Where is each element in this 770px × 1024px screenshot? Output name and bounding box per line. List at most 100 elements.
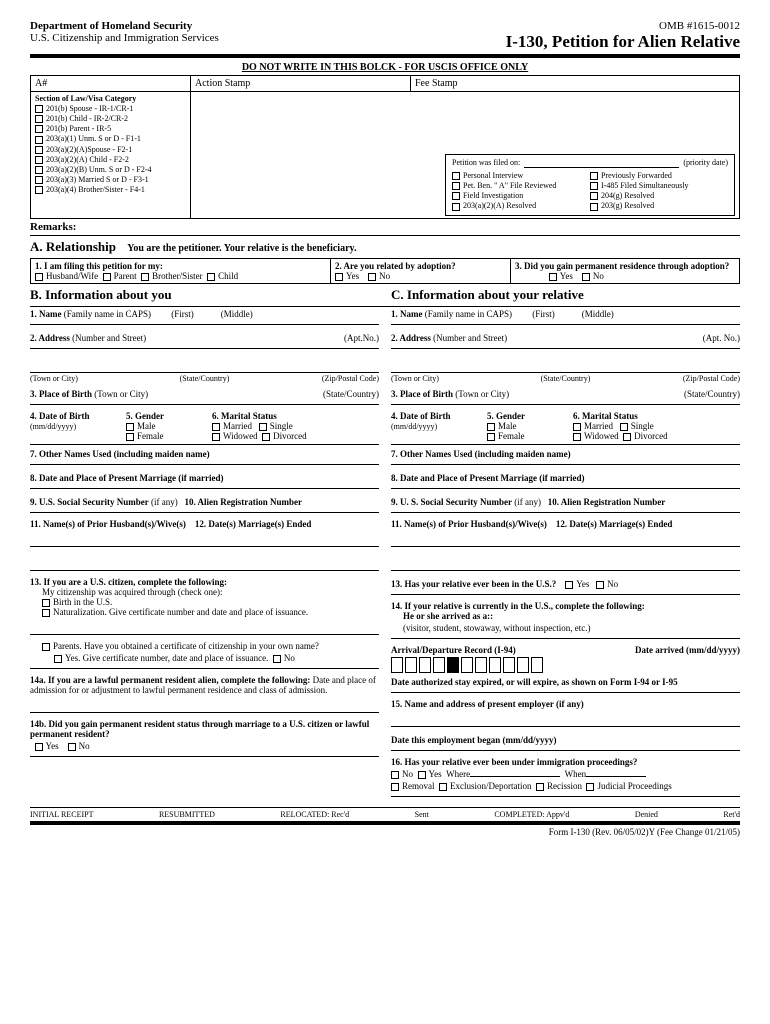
other-names-field[interactable]: 7. Other Names Used (including maiden na… <box>30 447 379 465</box>
visa-box: Section of Law/Visa Category 201(b) Spou… <box>30 92 740 219</box>
checkbox-icon[interactable] <box>126 423 134 431</box>
checkbox-icon[interactable] <box>620 423 628 431</box>
checkbox-icon[interactable] <box>452 172 460 180</box>
checkbox-icon[interactable] <box>35 273 43 281</box>
omb-number: OMB #1615-0012 <box>506 20 740 32</box>
checkbox-icon[interactable] <box>452 182 460 190</box>
dob-gender-marital-c: 4. Date of Birth(mm/dd/yyyy) 5. Gender M… <box>391 411 740 445</box>
employer-line[interactable] <box>391 709 740 727</box>
checkbox-icon[interactable] <box>573 433 581 441</box>
checkbox-icon[interactable] <box>35 186 43 194</box>
checkbox-icon[interactable] <box>368 273 376 281</box>
checkbox-icon[interactable] <box>35 136 43 144</box>
naturalization-line[interactable] <box>30 617 379 635</box>
checkbox-icon[interactable] <box>487 423 495 431</box>
name-field[interactable]: 1. Name (Family name in CAPS) (First) (M… <box>30 307 379 325</box>
checkbox-icon[interactable] <box>549 273 557 281</box>
prior-spouse-line1[interactable] <box>30 529 379 547</box>
naturalization-opt: Naturalization. Give certificate number … <box>30 607 379 617</box>
checkbox-icon[interactable] <box>212 423 220 431</box>
checkbox-icon[interactable] <box>54 655 62 663</box>
checkbox-icon[interactable] <box>35 176 43 184</box>
checkbox-icon[interactable] <box>590 172 598 180</box>
q14c-sub2: (visitor, student, stowaway, without ins… <box>391 621 740 639</box>
main-two-col: 1. Name (Family name in CAPS) (First) (M… <box>30 307 740 803</box>
checkbox-icon[interactable] <box>42 643 50 651</box>
checkbox-icon[interactable] <box>35 743 43 751</box>
ssn-arn-field[interactable]: 9. U.S. Social Security Number (if any) … <box>30 495 379 513</box>
checkbox-icon[interactable] <box>35 125 43 133</box>
checkbox-icon[interactable] <box>391 783 399 791</box>
marriage-field-c[interactable]: 8. Date and Place of Present Marriage (i… <box>391 471 740 489</box>
other-names-field-c[interactable]: 7. Other Names Used (including maiden na… <box>391 447 740 465</box>
checkbox-icon[interactable] <box>623 433 631 441</box>
checkbox-icon[interactable] <box>487 433 495 441</box>
checkbox-icon[interactable] <box>582 273 590 281</box>
checkbox-icon[interactable] <box>273 655 281 663</box>
q1-cell: 1. I am filing this petition for my: Hus… <box>31 259 331 283</box>
checkbox-icon[interactable] <box>590 192 598 200</box>
pob-field-c[interactable]: 3. Place of Birth (Town or City)(State/C… <box>391 387 740 405</box>
marriage-field[interactable]: 8. Date and Place of Present Marriage (i… <box>30 471 379 489</box>
ssn-arn-field-c[interactable]: 9. U. S. Social Security Number (if any)… <box>391 495 740 513</box>
checkbox-icon[interactable] <box>565 581 573 589</box>
checkbox-icon[interactable] <box>391 771 399 779</box>
address-field[interactable]: 2. Address (Number and Street) (Apt.No.) <box>30 331 379 349</box>
address-field-c[interactable]: 2. Address (Number and Street) (Apt. No.… <box>391 331 740 349</box>
checkbox-icon[interactable] <box>68 743 76 751</box>
checkbox-icon[interactable] <box>35 156 43 164</box>
dept-name: Department of Homeland Security <box>30 20 219 32</box>
q14a-line[interactable] <box>30 695 379 713</box>
agency-name: U.S. Citizenship and Immigration Service… <box>30 32 219 44</box>
visa-item: 203(a)(2)(A)Spouse - F2-1 <box>35 145 186 154</box>
checkbox-icon[interactable] <box>42 609 50 617</box>
address-line2[interactable] <box>30 355 379 373</box>
visa-item: 203(a)(3) Married S or D - F3-1 <box>35 175 186 184</box>
prior-spouse-line2[interactable] <box>30 553 379 571</box>
checkbox-icon[interactable] <box>596 581 604 589</box>
visa-item: 201(b) Child - IR-2/CR-2 <box>35 114 186 123</box>
visa-right: Petition was filed on: (priority date) P… <box>191 92 739 218</box>
prior-spouse-labels: 11. Name(s) of Prior Husband(s)/Wive(s) … <box>30 519 379 529</box>
i94-row: Arrival/Departure Record (I-94) Date arr… <box>391 645 740 655</box>
office-box: A# Action Stamp Fee Stamp <box>30 75 740 92</box>
checkbox-icon[interactable] <box>590 203 598 211</box>
checkbox-icon[interactable] <box>536 783 544 791</box>
relationship-box: 1. I am filing this petition for my: Hus… <box>30 258 740 284</box>
checkbox-icon[interactable] <box>212 433 220 441</box>
checkbox-icon[interactable] <box>35 115 43 123</box>
visa-heading: Section of Law/Visa Category <box>35 94 186 103</box>
checkbox-icon[interactable] <box>335 273 343 281</box>
checkbox-icon[interactable] <box>207 273 215 281</box>
q16c: 16. Has your relative ever been under im… <box>391 757 740 767</box>
checkbox-icon[interactable] <box>35 105 43 113</box>
i94-boxes[interactable] <box>391 657 740 673</box>
checkbox-icon[interactable] <box>141 273 149 281</box>
checkbox-icon[interactable] <box>35 146 43 154</box>
checkbox-icon[interactable] <box>586 783 594 791</box>
underline[interactable] <box>470 767 560 777</box>
checkbox-icon[interactable] <box>573 423 581 431</box>
checkbox-icon[interactable] <box>439 783 447 791</box>
address-line2-c[interactable] <box>391 355 740 373</box>
prior-spouse-labels-c: 11. Name(s) of Prior Husband(s)/Wive(s) … <box>391 519 740 529</box>
pob-field[interactable]: 3. Place of Birth (Town or City)(State/C… <box>30 387 379 405</box>
checkbox-icon[interactable] <box>262 433 270 441</box>
prior-spouse-line1-c[interactable] <box>391 529 740 547</box>
checkbox-icon[interactable] <box>126 433 134 441</box>
underline[interactable] <box>524 158 679 168</box>
checkbox-icon[interactable] <box>103 273 111 281</box>
q15c: 15. Name and address of present employer… <box>391 699 740 709</box>
checkbox-icon[interactable] <box>259 423 267 431</box>
checkbox-icon[interactable] <box>42 599 50 607</box>
prior-spouse-line2-c[interactable] <box>391 553 740 571</box>
office-only-banner: DO NOT WRITE IN THIS BOLCK - FOR USCIS O… <box>30 60 740 75</box>
checkbox-icon[interactable] <box>35 166 43 174</box>
checkbox-icon[interactable] <box>590 182 598 190</box>
name-field-c[interactable]: 1. Name (Family name in CAPS) (First) (M… <box>391 307 740 325</box>
checkbox-icon[interactable] <box>418 771 426 779</box>
underline[interactable] <box>586 767 646 777</box>
checkbox-icon[interactable] <box>452 192 460 200</box>
q14c-sub: He or she arrived as a:: <box>391 611 740 621</box>
checkbox-icon[interactable] <box>452 203 460 211</box>
